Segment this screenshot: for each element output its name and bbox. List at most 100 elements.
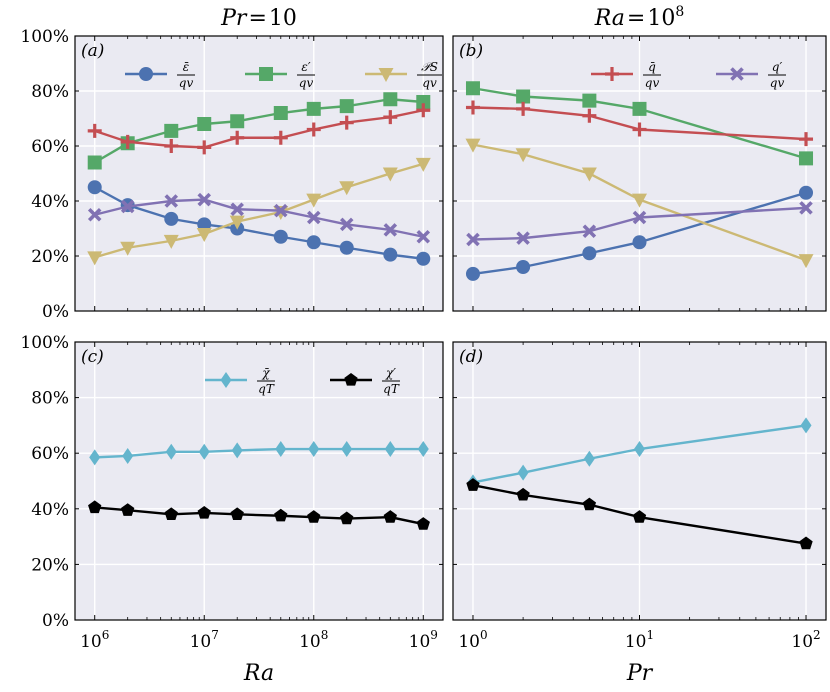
x-tick-base: 10 [80, 632, 102, 652]
data-point [306, 210, 321, 225]
x-tick-label: 106 [80, 628, 109, 652]
data-point [197, 217, 212, 232]
data-point [164, 123, 179, 138]
data-point [517, 464, 529, 481]
x-tick-exponent: 1 [647, 628, 655, 642]
legend-numerator: ε̄ [183, 60, 189, 74]
legend-denominator: qv [422, 76, 437, 90]
panel-title: Ra=108 [594, 4, 685, 31]
data-point [799, 201, 813, 215]
legend-label: ε̄ qv [177, 60, 195, 90]
y-tick-label: 80% [31, 82, 69, 102]
x-tick-exponent: 8 [321, 628, 329, 642]
series-line [94, 109, 424, 149]
data-point [164, 139, 179, 153]
data-point [164, 211, 179, 226]
data-point [582, 108, 597, 123]
data-point [515, 148, 531, 163]
legend-marker [259, 67, 273, 81]
x-tick-exponent: 9 [430, 628, 438, 642]
data-point [87, 155, 102, 170]
data-point [165, 443, 177, 460]
data-point [632, 235, 647, 250]
y-tick-label: 0% [42, 302, 69, 322]
data-point [339, 240, 354, 255]
plot-area [75, 342, 443, 620]
series-q-bar-q-v [87, 103, 431, 155]
y-tick-label: 100% [20, 27, 69, 47]
title-exponent: 8 [675, 4, 684, 20]
series-q-bar-q-v [465, 100, 814, 147]
data-point [465, 81, 480, 96]
x-tick-base: 10 [409, 632, 431, 652]
data-point [198, 443, 210, 460]
y-tick-label: 0% [42, 611, 69, 631]
plot-area [75, 36, 443, 311]
data-point [197, 117, 212, 131]
data-point [516, 231, 530, 245]
data-point [273, 106, 288, 120]
data-point [799, 536, 813, 550]
data-point [383, 92, 398, 107]
data-point [122, 447, 134, 464]
data-point [87, 180, 102, 195]
data-point [416, 95, 431, 109]
x-tick-base: 10 [190, 632, 212, 652]
legend-marker [605, 67, 619, 81]
series-p-s-q-v [465, 138, 814, 269]
data-point [632, 193, 647, 208]
title-equals: = [248, 6, 266, 31]
data-point [87, 123, 102, 138]
panel-c: 0%20%40%60%80%100%106 107 108 109Ra(c)χ̄qTχ… [20, 333, 444, 686]
legend-marker [344, 373, 358, 386]
data-point [799, 185, 814, 200]
x-tick-exponent: 6 [102, 628, 110, 642]
x-axis-label: Pr [626, 661, 654, 686]
legend-marker [139, 67, 153, 81]
data-point [383, 510, 397, 523]
data-point [89, 449, 101, 466]
data-point [799, 151, 814, 166]
legend-denominator: qv [770, 76, 785, 90]
x-tick-base: 10 [625, 632, 647, 652]
legend-numerator: χ′ [385, 366, 396, 380]
series-eps-prime-q-v [465, 81, 814, 166]
legend-label: q̄ qv [643, 60, 661, 90]
data-point [121, 503, 135, 516]
data-point [632, 122, 647, 137]
legend-label: χ′ qT [382, 366, 400, 396]
y-tick-label: 40% [31, 500, 69, 520]
data-point [516, 487, 530, 501]
data-point [416, 517, 430, 530]
data-point [164, 194, 179, 208]
series-p-s-q-v [87, 157, 431, 266]
data-point [415, 157, 431, 172]
series-line [94, 447, 424, 459]
legend-numerator: q′ [772, 60, 783, 74]
y-tick-label: 80% [31, 389, 69, 409]
data-point [516, 89, 531, 104]
data-point [229, 215, 245, 230]
x-tick-base: 10 [791, 632, 813, 652]
data-point [582, 224, 597, 239]
data-point [273, 229, 288, 244]
x-tick-base: 10 [458, 632, 480, 652]
data-point [339, 181, 355, 196]
data-point [632, 101, 647, 116]
data-point [465, 100, 480, 115]
panel-a: 0% 20% 40% 60% 80% 100% Pr=10 (a) ε̄ qv ε′ qv 𝒫S qv [20, 6, 444, 322]
data-point [383, 223, 398, 237]
data-point [230, 202, 244, 217]
data-point [120, 134, 135, 149]
series-chi-prime-q-t [466, 478, 813, 550]
data-point [339, 217, 354, 232]
x-tick-exponent: 7 [211, 628, 219, 642]
legend-marker [378, 68, 394, 82]
data-point [341, 441, 353, 458]
data-point [273, 130, 288, 145]
series-eps-bar-q-v [465, 185, 814, 281]
series-chi-bar-q-t [89, 441, 429, 466]
legend-denominator: qT [383, 382, 400, 396]
data-point [516, 260, 531, 274]
x-tick-label: 108 [299, 628, 328, 652]
